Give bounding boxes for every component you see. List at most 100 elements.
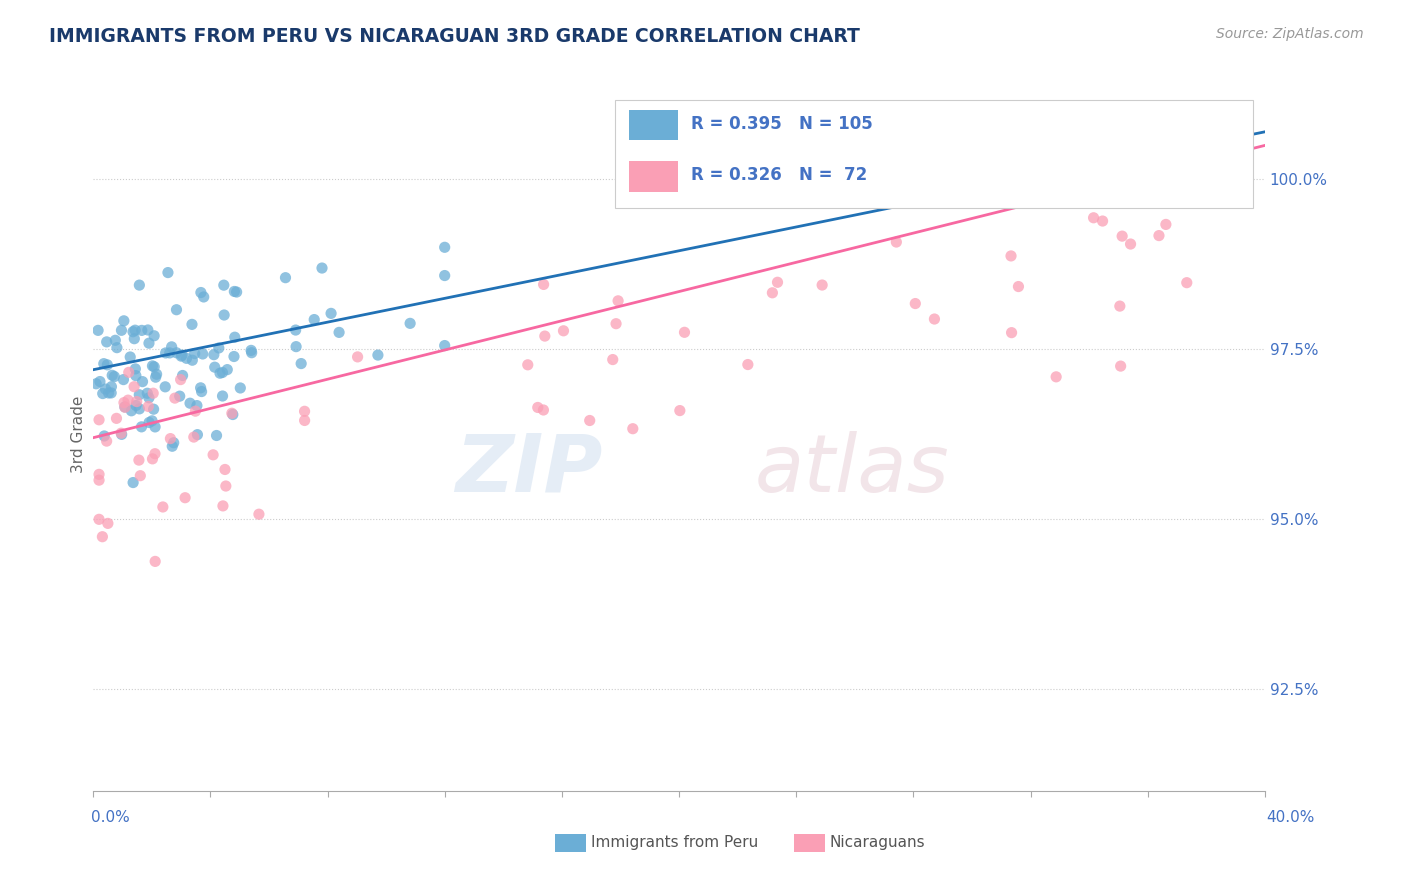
Point: [202, 348, 225, 362]
Point: [1111, 229, 1133, 244]
Point: [183, 430, 205, 444]
Point: [605, 317, 627, 331]
Point: [285, 340, 308, 354]
Point: [143, 447, 166, 461]
Point: [112, 395, 135, 409]
Point: [205, 428, 228, 442]
Point: [142, 402, 165, 417]
Point: [179, 396, 201, 410]
Point: [284, 323, 307, 337]
Point: [125, 368, 148, 383]
Point: [346, 350, 368, 364]
Point: [87, 323, 110, 337]
Point: [122, 475, 145, 490]
Point: [117, 393, 139, 408]
Point: [240, 345, 263, 359]
Point: [141, 451, 163, 466]
Point: [190, 285, 212, 300]
Point: [131, 420, 153, 434]
Point: [96, 434, 118, 449]
Point: [602, 352, 624, 367]
Point: [143, 359, 166, 374]
Point: [553, 324, 575, 338]
Point: [112, 314, 135, 328]
Point: [212, 499, 235, 513]
Point: [1000, 326, 1022, 340]
Point: [87, 413, 110, 427]
Point: [124, 323, 146, 337]
Point: [669, 403, 692, 417]
Point: [1167, 151, 1189, 165]
Point: [166, 302, 188, 317]
Point: [136, 323, 159, 337]
Point: [766, 275, 789, 289]
Point: [181, 318, 204, 332]
Bar: [794, 834, 825, 852]
Point: [97, 386, 120, 401]
Point: [93, 357, 115, 371]
FancyBboxPatch shape: [614, 100, 1253, 208]
Point: [1147, 228, 1170, 243]
Point: [114, 401, 136, 415]
Text: IMMIGRANTS FROM PERU VS NICARAGUAN 3RD GRADE CORRELATION CHART: IMMIGRANTS FROM PERU VS NICARAGUAN 3RD G…: [49, 27, 860, 45]
Point: [163, 391, 186, 405]
Point: [193, 290, 215, 304]
Point: [294, 413, 316, 427]
Point: [621, 422, 644, 436]
Point: [159, 432, 181, 446]
Point: [124, 332, 146, 346]
Point: [128, 453, 150, 467]
Point: [186, 427, 208, 442]
Point: [224, 285, 246, 299]
Point: [673, 326, 696, 340]
Point: [516, 358, 538, 372]
Point: [761, 285, 783, 300]
Point: [143, 328, 166, 343]
Point: [176, 351, 198, 366]
Point: [136, 386, 159, 401]
Point: [87, 473, 110, 487]
Point: [141, 359, 163, 373]
Point: [294, 404, 316, 418]
Point: [1091, 214, 1114, 228]
Point: [160, 340, 183, 354]
Point: [143, 420, 166, 434]
Point: [290, 357, 312, 371]
Point: [811, 278, 834, 293]
Point: [212, 278, 235, 293]
Point: [145, 370, 167, 384]
Point: [89, 375, 111, 389]
Point: [211, 366, 233, 380]
Text: Nicaraguans: Nicaraguans: [830, 836, 925, 850]
Point: [110, 426, 132, 441]
Point: [84, 376, 107, 391]
Point: [172, 368, 194, 383]
Point: [433, 268, 456, 283]
Bar: [555, 834, 586, 852]
Point: [104, 333, 127, 347]
Point: [399, 317, 422, 331]
Point: [103, 369, 125, 384]
Text: R = 0.395   N = 105: R = 0.395 N = 105: [690, 115, 873, 133]
Point: [433, 338, 456, 352]
Point: [191, 347, 214, 361]
Point: [138, 416, 160, 430]
Point: [128, 278, 150, 293]
Point: [138, 336, 160, 351]
Point: [533, 277, 555, 292]
Point: [122, 325, 145, 339]
Point: [156, 266, 179, 280]
Point: [93, 429, 115, 443]
Point: [211, 389, 233, 403]
Point: [125, 399, 148, 413]
Point: [131, 375, 153, 389]
Point: [221, 406, 243, 420]
Point: [578, 413, 600, 427]
Point: [202, 448, 225, 462]
Point: [138, 391, 160, 405]
Point: [311, 260, 333, 275]
Point: [91, 530, 114, 544]
Text: R = 0.326   N =  72: R = 0.326 N = 72: [690, 166, 868, 184]
Point: [1109, 359, 1132, 373]
Point: [217, 362, 239, 376]
